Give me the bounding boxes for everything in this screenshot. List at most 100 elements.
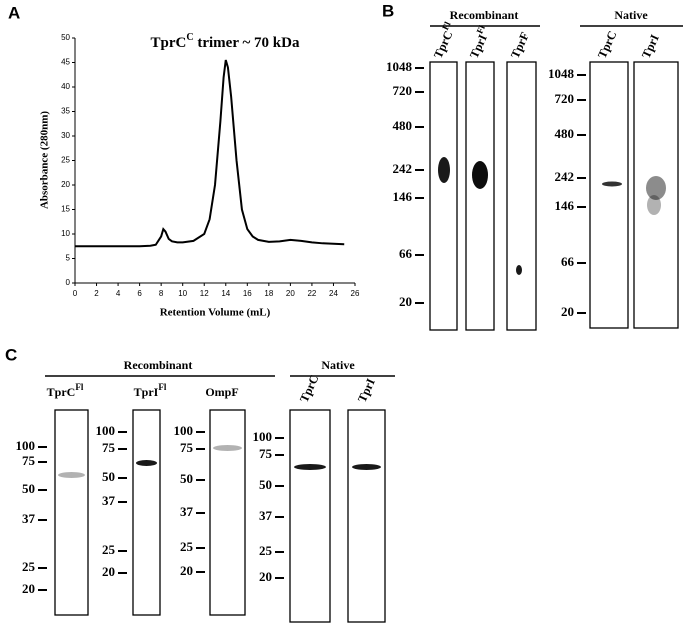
ladder-label: 100 [174, 423, 194, 438]
x-tick-label: 24 [329, 289, 338, 298]
gel-lane [289, 409, 331, 623]
lane-sup: Fl [440, 20, 453, 32]
ladder-label: 100 [16, 438, 36, 453]
ladder-label: 25 [102, 542, 116, 557]
ladder-label: 75 [259, 446, 273, 461]
ladder-label: 146 [393, 189, 413, 204]
y-axis-label: Absorbance (280nm) [39, 111, 51, 209]
x-tick-label: 4 [116, 289, 121, 298]
ladder-label: 146 [555, 198, 575, 213]
ladder-label: 480 [555, 126, 575, 141]
gel-lane [506, 61, 537, 331]
ladder-label: 480 [393, 118, 413, 133]
gel-band [516, 265, 522, 275]
gel-lane [589, 61, 629, 329]
gel-lane [209, 409, 246, 616]
gel-lane [132, 409, 161, 616]
x-tick-label: 18 [264, 289, 273, 298]
ladder-label: 37 [102, 493, 116, 508]
lane-name: TprI [467, 32, 490, 61]
lane-name: OmpF [205, 385, 238, 399]
lane-label: TprC [297, 373, 322, 405]
group-heading: Recombinant [124, 358, 193, 372]
ladder-label: 1048 [386, 59, 413, 74]
ladder-label: 37 [180, 504, 194, 519]
ladder-label: 50 [180, 471, 193, 486]
gel-band [602, 181, 622, 187]
gel-band [647, 195, 661, 215]
y-tick-label: 25 [61, 156, 70, 165]
y-tick-label: 15 [61, 205, 70, 214]
lane-name: TprI [639, 32, 662, 61]
y-tick-label: 20 [61, 180, 70, 189]
panel-label: B [382, 1, 394, 20]
gel-lane [54, 409, 89, 616]
gel-lane [347, 409, 386, 623]
ladder-label: 20 [259, 569, 272, 584]
x-tick-label: 14 [221, 289, 230, 298]
title-main: TprC [151, 35, 187, 51]
panel-label: A [8, 3, 20, 22]
ladder-label: 37 [259, 508, 273, 523]
x-axis-label: Retention Volume (mL) [160, 307, 271, 319]
ladder-label: 20 [22, 581, 35, 596]
x-tick-label: 20 [286, 289, 295, 298]
ladder-label: 37 [22, 511, 36, 526]
lane-label: OmpF [205, 385, 238, 399]
x-tick-label: 6 [137, 289, 142, 298]
gel-band [58, 472, 85, 478]
x-tick-label: 26 [351, 289, 360, 298]
y-tick-label: 50 [61, 33, 70, 42]
x-tick-label: 10 [178, 289, 187, 298]
data-line [75, 59, 345, 248]
lane-name: TprC [297, 373, 322, 405]
lane-sup: Fl [475, 23, 488, 35]
ladder-label: 75 [180, 440, 194, 455]
gel-band [213, 445, 242, 451]
lane-name: TprF [508, 30, 532, 61]
ladder-label: 50 [259, 477, 272, 492]
ladder-label: 66 [561, 254, 575, 269]
lane-label: TprI [639, 32, 662, 61]
lane-sup: Fl [158, 382, 166, 392]
ladder-label: 20 [561, 304, 574, 319]
y-tick-label: 5 [66, 254, 71, 263]
x-tick-label: 2 [94, 289, 99, 298]
ladder-label: 66 [399, 246, 413, 261]
x-tick-label: 16 [243, 289, 252, 298]
ladder-label: 75 [22, 453, 36, 468]
ladder-label: 20 [399, 294, 412, 309]
chart-title: TprCC trimer ~ 70 kDa [151, 32, 300, 51]
lane-name: TprC [47, 385, 76, 399]
x-tick-label: 8 [159, 289, 164, 298]
lane-label: TprIFl [464, 23, 493, 60]
lane-name: TprC [431, 29, 456, 61]
ladder-label: 50 [22, 481, 35, 496]
ladder-label: 1048 [548, 66, 575, 81]
x-tick-label: 22 [307, 289, 316, 298]
gel-lane [429, 61, 458, 331]
lane-label: TprI [355, 376, 378, 405]
lane-label: TprC [595, 29, 620, 61]
group-heading: Recombinant [450, 8, 519, 22]
gel-lane [465, 61, 495, 331]
gel-band [352, 464, 381, 470]
ladder-label: 20 [102, 564, 115, 579]
ladder-label: 100 [96, 423, 116, 438]
gel-band [438, 157, 450, 183]
y-tick-label: 35 [61, 107, 70, 116]
x-tick-label: 0 [73, 289, 78, 298]
ladder-label: 50 [102, 469, 115, 484]
ladder-label: 25 [180, 539, 194, 554]
ladder-label: 20 [180, 563, 193, 578]
ladder-label: 720 [555, 91, 575, 106]
y-tick-label: 30 [61, 131, 70, 140]
lane-name: TprI [355, 376, 378, 405]
gel-lane [633, 61, 679, 329]
y-tick-label: 40 [61, 82, 70, 91]
y-tick-label: 0 [66, 278, 71, 287]
group-heading: Native [614, 8, 648, 22]
panel-label: C [5, 345, 17, 364]
lane-label: TprIFl [134, 382, 167, 399]
